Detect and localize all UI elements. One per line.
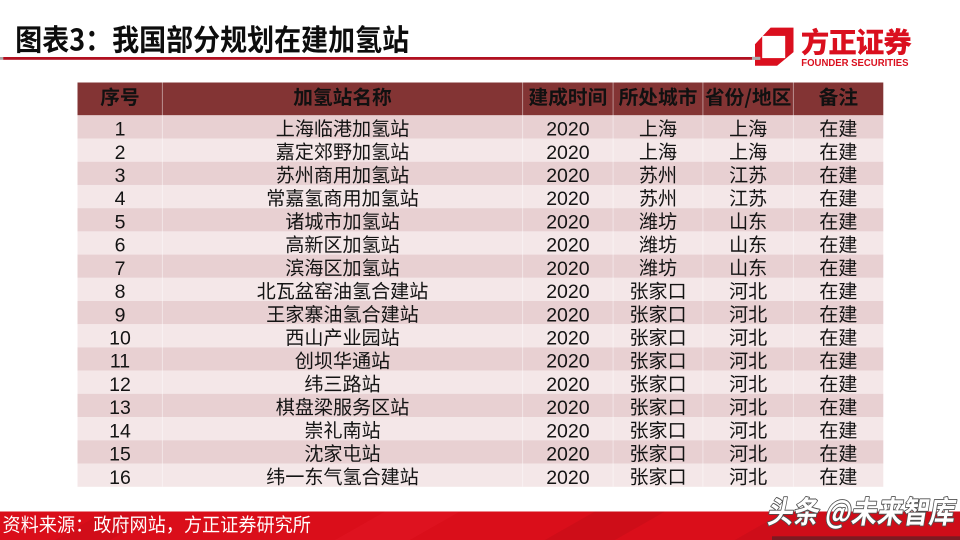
- svg-text:2020: 2020: [546, 420, 590, 442]
- svg-text:2020: 2020: [546, 444, 590, 466]
- svg-text:8: 8: [115, 281, 126, 303]
- svg-text:2020: 2020: [546, 304, 590, 326]
- svg-text:5: 5: [115, 211, 126, 233]
- svg-text:2020: 2020: [546, 351, 590, 373]
- svg-text:FOUNDER SECURITIES: FOUNDER SECURITIES: [801, 58, 908, 69]
- svg-text:2020: 2020: [546, 328, 590, 350]
- svg-text:2: 2: [115, 142, 126, 164]
- svg-text:2020: 2020: [546, 467, 590, 489]
- svg-text:16: 16: [109, 467, 131, 489]
- svg-text:13: 13: [109, 397, 131, 419]
- svg-text:2020: 2020: [546, 258, 590, 280]
- svg-text:12: 12: [109, 374, 131, 396]
- svg-text:2020: 2020: [546, 397, 590, 419]
- svg-text:2020: 2020: [546, 281, 590, 303]
- svg-text:4: 4: [115, 188, 126, 210]
- svg-text:14: 14: [109, 420, 131, 442]
- svg-text:2020: 2020: [546, 142, 590, 164]
- svg-text:7: 7: [115, 258, 126, 280]
- svg-text:2020: 2020: [546, 374, 590, 396]
- svg-text:6: 6: [115, 235, 126, 257]
- svg-text:9: 9: [115, 304, 126, 326]
- svg-text:10: 10: [109, 328, 131, 350]
- svg-text:2020: 2020: [546, 235, 590, 257]
- svg-text:1: 1: [115, 119, 126, 141]
- svg-text:2020: 2020: [546, 211, 590, 233]
- svg-text:2020: 2020: [546, 188, 590, 210]
- svg-text:2020: 2020: [546, 119, 590, 141]
- svg-text:3: 3: [115, 165, 126, 187]
- svg-text:2020: 2020: [546, 165, 590, 187]
- svg-text:15: 15: [109, 444, 131, 466]
- svg-text:11: 11: [110, 351, 130, 373]
